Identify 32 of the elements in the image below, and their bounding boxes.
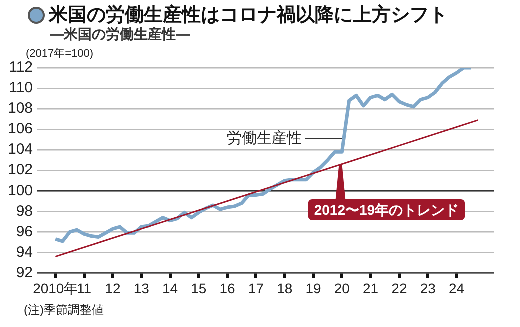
chart-subtitle: ―米国の労働生産性― (50, 26, 190, 44)
x-tick-label: 23 (420, 280, 436, 296)
annotation: 2012〜19年のトレンド (314, 202, 460, 218)
x-tick-label: 12 (105, 280, 121, 296)
x-tick-label: 17 (248, 280, 264, 296)
y-tick-label: 92 (16, 264, 34, 282)
annotation: 労働生産性 (227, 130, 302, 147)
y-tick-label: 106 (8, 120, 34, 138)
x-tick-label: 15 (191, 280, 207, 296)
y-tick-label: 102 (8, 162, 34, 179)
x-tick-label: 16 (220, 280, 236, 296)
x-tick-label: 13 (134, 280, 150, 296)
x-tick-label: 20 (334, 280, 350, 296)
y-tick-label: 100 (8, 182, 34, 200)
x-tick-label: 11 (77, 280, 92, 296)
x-tick-label: 2010年 (33, 280, 78, 296)
x-tick-label: 24 (448, 280, 465, 296)
y-tick-label: 98 (16, 202, 34, 220)
y-tick-label: 108 (8, 100, 34, 118)
x-tick-label: 21 (363, 280, 379, 296)
y-tick-label: 112 (9, 59, 34, 76)
y-tick-label: 94 (16, 244, 34, 261)
x-tick-label: 22 (392, 280, 408, 296)
y-axis-title: (2017年=100) (26, 47, 94, 61)
x-tick-label: 19 (306, 280, 322, 296)
x-tick-label: 18 (277, 280, 293, 296)
y-tick-label: 104 (8, 141, 34, 158)
chart-title: 米国の労働生産性はコロナ禍以降に上方シフト (49, 4, 448, 26)
y-tick-label: 96 (16, 223, 34, 240)
text: (注)季節調整値 (24, 303, 104, 317)
x-tick-label: 14 (162, 280, 178, 296)
y-tick-label: 110 (9, 80, 34, 97)
